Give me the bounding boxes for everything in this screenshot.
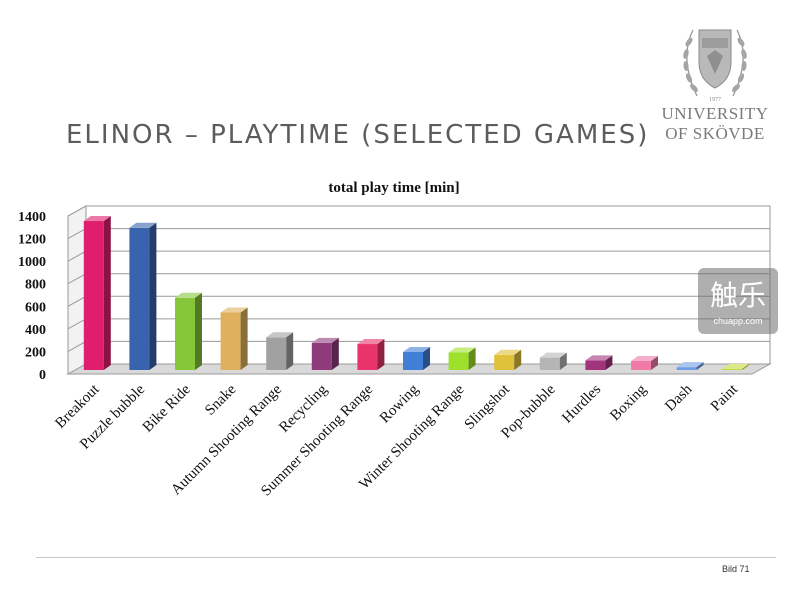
bar-pop-bubble (539, 352, 567, 370)
bar-recycling (311, 337, 339, 370)
bar-top (266, 332, 294, 338)
bar-side (331, 337, 339, 370)
bar-front (631, 360, 651, 370)
x-category-label: Hurdles (559, 381, 604, 426)
bar-side (468, 347, 476, 370)
bar-dash (676, 362, 704, 370)
x-category-label: Snake (202, 381, 239, 418)
university-logo: 1977 UNIVERSITY OF SKÖVDE (655, 18, 775, 148)
y-tick-label: 1400 (18, 210, 46, 225)
watermark-text: 触乐 (709, 279, 766, 312)
y-tick-label: 800 (25, 278, 46, 293)
bar-side (742, 363, 750, 370)
bar-side (286, 332, 294, 370)
bar-top (585, 355, 613, 361)
bar-hurdles (585, 355, 613, 370)
bar-puzzle-bubble (129, 222, 157, 370)
bar-side (240, 307, 248, 370)
bar-front (676, 367, 697, 370)
bar-front (448, 352, 469, 370)
bar-top (631, 355, 658, 361)
bar-side (651, 355, 658, 370)
y-tick-label: 0 (39, 368, 46, 383)
bar-side (149, 222, 157, 370)
bar-top (494, 349, 522, 355)
bar-front (585, 360, 606, 370)
bar-front (494, 354, 515, 370)
bar-side (377, 339, 385, 370)
playtime-bar-chart: total play time [min] 0 200 400 600 800 1000 12… (18, 180, 772, 499)
logo-of-skovde-text: OF SKÖVDE (665, 124, 765, 143)
y-tick-label: 1200 (18, 233, 46, 248)
bar-top (539, 352, 567, 358)
bar-side (514, 349, 522, 370)
x-category-label: Dash (662, 381, 695, 414)
x-category-label: Bike Ride (140, 381, 194, 435)
bar-front (83, 221, 104, 370)
bar-boxing (631, 355, 658, 370)
bar-top (83, 216, 111, 222)
logo-year: 1977 (709, 97, 721, 103)
bar-top (403, 346, 430, 352)
bar-side (103, 216, 111, 370)
bar-summer-shooting-range (357, 339, 385, 370)
bar-side (559, 352, 567, 370)
bar-bike-ride (175, 292, 202, 370)
bar-side (605, 355, 613, 370)
x-category-label: Rowing (377, 381, 422, 426)
y-tick-label: 400 (25, 323, 46, 338)
chuapp-watermark: 触乐 chuapp.com (698, 268, 778, 334)
bar-front (220, 312, 241, 370)
x-category-label: Paint (708, 381, 742, 415)
bar-side (423, 346, 430, 370)
slide-number: Bild 71 (722, 564, 750, 574)
bar-top (676, 362, 704, 368)
chart-side-wall (67, 205, 87, 375)
slide-title: ELINOR – PLAYTIME (SELECTED GAMES) (66, 120, 650, 150)
bar-front (403, 351, 423, 370)
bar-side (696, 362, 704, 370)
bar-snake (220, 307, 248, 370)
university-seal-icon: 1977 (683, 29, 747, 103)
y-tick-label: 600 (25, 300, 46, 315)
bar-top (175, 292, 202, 298)
bar-front (722, 368, 743, 370)
bar-front (129, 227, 150, 370)
bar-front (539, 357, 560, 370)
footer-divider (36, 557, 776, 558)
bar-top (448, 347, 476, 353)
bar-top (129, 222, 157, 228)
bar-front (311, 342, 332, 370)
chart-title: total play time [min] (328, 180, 459, 196)
bar-breakout (83, 216, 111, 370)
bar-slingshot (494, 349, 522, 370)
y-tick-label: 1000 (18, 255, 46, 270)
bar-side (195, 292, 202, 370)
x-category-label: Boxing (607, 381, 650, 424)
bar-autumn-shooting-range (266, 332, 294, 370)
bar-paint (722, 363, 750, 370)
bar-front (266, 337, 287, 370)
bar-front (175, 297, 195, 370)
bar-top (220, 307, 248, 313)
y-tick-label: 200 (25, 345, 46, 360)
bar-winter-shooting-range (448, 347, 476, 370)
watermark-url: chuapp.com (713, 316, 763, 326)
logo-university-text: UNIVERSITY (661, 104, 769, 123)
bar-top (357, 339, 385, 345)
gridline (67, 205, 770, 217)
bar-front (357, 344, 378, 370)
bar-rowing (403, 346, 430, 370)
bar-top (311, 337, 339, 343)
bar-top (722, 363, 750, 369)
